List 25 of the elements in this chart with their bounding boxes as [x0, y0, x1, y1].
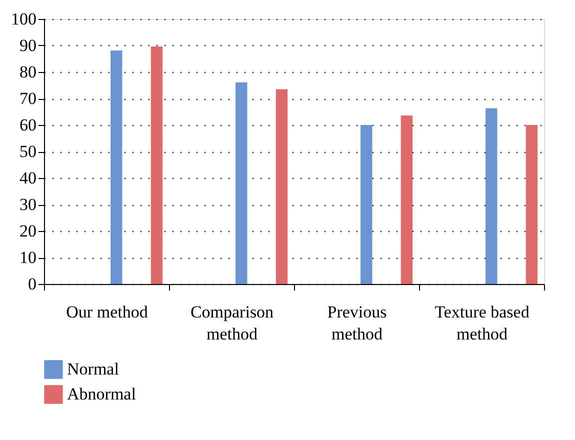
x-tick-label: Comparison method	[190, 302, 274, 344]
bar	[110, 50, 122, 284]
legend-label: Normal	[67, 360, 120, 378]
x-tick-label: Texture based method	[434, 302, 530, 344]
y-tick-label: 70	[20, 89, 36, 108]
bar	[400, 115, 413, 284]
y-tick-label: 0	[28, 274, 36, 294]
bar	[486, 108, 498, 284]
y-tick-label: 50	[20, 142, 36, 161]
bar	[150, 46, 163, 284]
y-tick-label: 30	[20, 195, 36, 214]
y-tick-label: 100	[11, 10, 36, 28]
bar	[360, 125, 372, 284]
bar	[526, 125, 538, 284]
y-tick-label: 60	[20, 116, 36, 134]
y-tick-label: 10	[20, 248, 36, 267]
bar	[236, 82, 248, 284]
y-tick-label: 80	[20, 62, 36, 82]
y-tick-label: 20	[20, 222, 36, 240]
y-tick-label: 40	[20, 168, 36, 188]
y-tick-label: 90	[20, 36, 36, 55]
bar	[276, 89, 288, 284]
legend-label: Abnormal	[67, 384, 136, 404]
x-tick-label: Our method	[66, 302, 148, 322]
x-tick-label: Previous method	[327, 302, 387, 344]
